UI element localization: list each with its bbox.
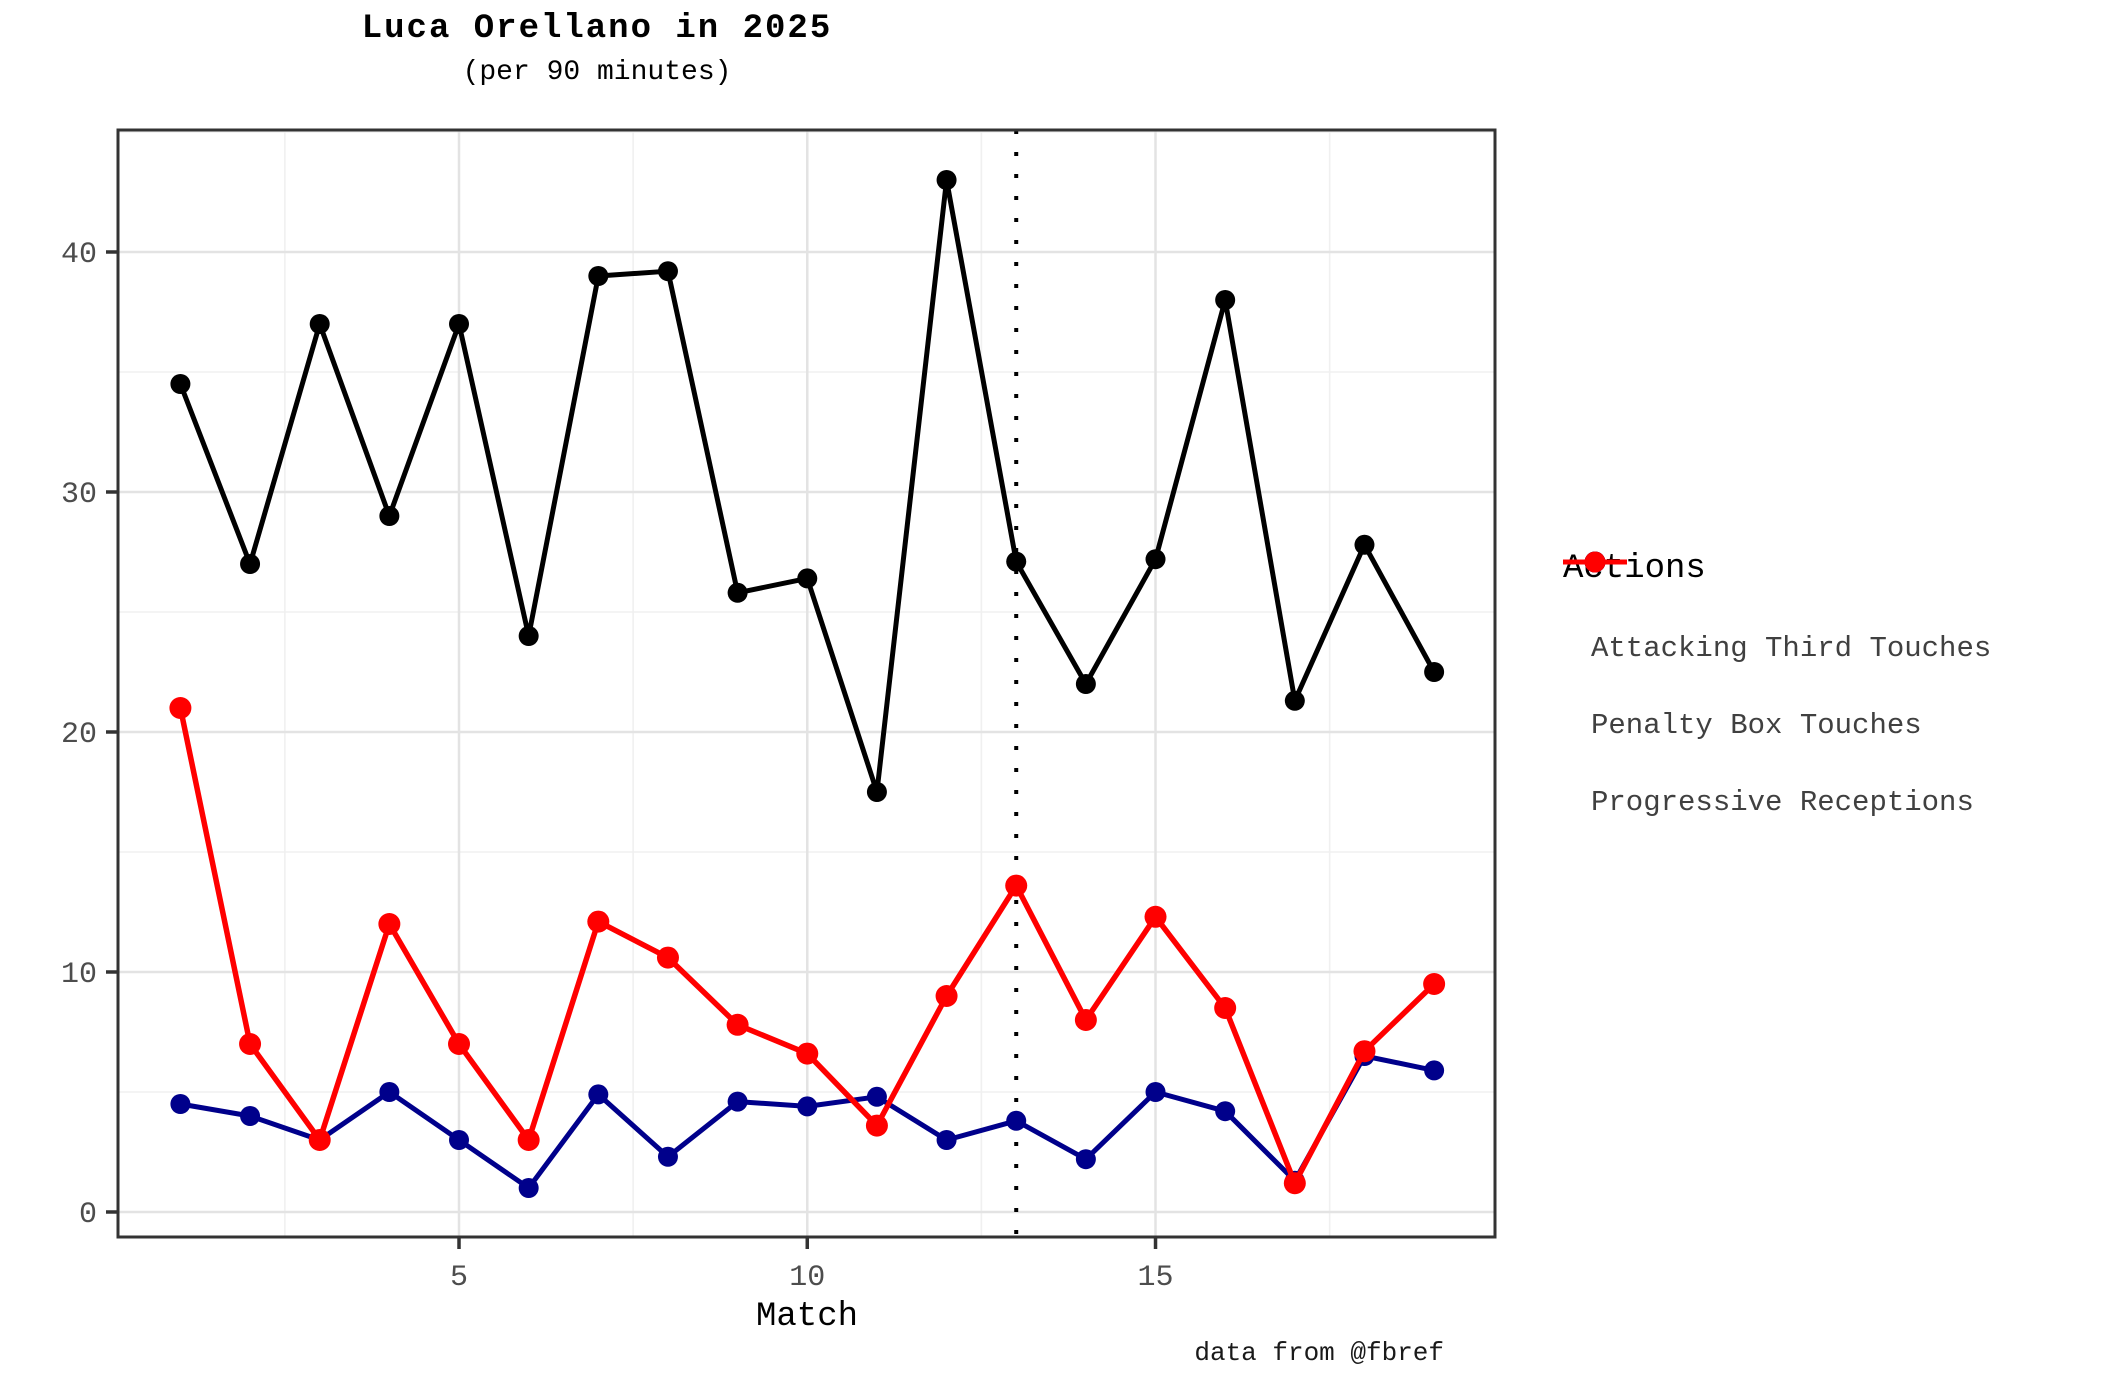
data-point-attacking-third-touches (518, 625, 539, 646)
legend-item: Progressive Receptions (1563, 551, 1991, 819)
data-point-progressive-receptions (1005, 874, 1028, 897)
data-point-penalty-box-touches (866, 1086, 887, 1107)
x-axis-title: Match (755, 1298, 859, 1336)
legend: Actions Attacking Third Touches Penalty … (1563, 550, 1991, 819)
data-point-progressive-receptions (1353, 1040, 1376, 1063)
data-point-attacking-third-touches (727, 582, 748, 603)
data-point-penalty-box-touches (518, 1177, 539, 1198)
data-point-penalty-box-touches (1424, 1060, 1445, 1081)
data-point-penalty-box-touches (240, 1105, 261, 1126)
data-point-progressive-receptions (726, 1013, 749, 1036)
data-point-attacking-third-touches (657, 261, 678, 282)
data-point-attacking-third-touches (1075, 673, 1096, 694)
data-point-progressive-receptions (865, 1114, 888, 1137)
data-point-penalty-box-touches (449, 1129, 470, 1150)
data-point-penalty-box-touches (1006, 1110, 1027, 1131)
y-axis-tick-label: 20 (61, 718, 97, 752)
data-point-attacking-third-touches (449, 313, 470, 334)
data-point-penalty-box-touches (1075, 1149, 1096, 1170)
data-point-progressive-receptions (448, 1032, 471, 1055)
data-point-progressive-receptions (239, 1032, 262, 1055)
y-axis-tick-label: 30 (61, 478, 97, 512)
data-point-attacking-third-touches (1284, 690, 1305, 711)
data-point-progressive-receptions (656, 946, 679, 969)
legend-item: Attacking Third Touches (1563, 551, 1992, 665)
chart-title: Luca Orellano in 2025 (361, 10, 833, 48)
legend-item-label: Attacking Third Touches (1591, 631, 1992, 665)
data-point-progressive-receptions (1283, 1172, 1306, 1195)
x-axis-tick-label: 10 (789, 1261, 825, 1295)
data-point-attacking-third-touches (309, 313, 330, 334)
data-point-progressive-receptions (587, 910, 610, 933)
data-point-attacking-third-touches (936, 169, 957, 190)
data-point-penalty-box-touches (657, 1146, 678, 1167)
data-point-progressive-receptions (796, 1042, 819, 1065)
y-axis-tick-label: 40 (61, 238, 97, 272)
data-point-progressive-receptions (1423, 972, 1446, 995)
data-point-attacking-third-touches (170, 373, 191, 394)
data-point-attacking-third-touches (1145, 549, 1166, 570)
data-point-attacking-third-touches (588, 265, 609, 286)
legend-item-label: Progressive Receptions (1591, 785, 1974, 819)
data-point-progressive-receptions (169, 696, 192, 719)
data-point-penalty-box-touches (1215, 1101, 1236, 1122)
data-point-attacking-third-touches (1354, 534, 1375, 555)
data-point-attacking-third-touches (379, 505, 400, 526)
y-axis-tick-label: 0 (79, 1198, 97, 1232)
data-point-progressive-receptions (1074, 1008, 1097, 1031)
legend-item-label: Penalty Box Touches (1591, 708, 1922, 742)
data-point-attacking-third-touches (1006, 551, 1027, 572)
data-point-progressive-receptions (517, 1128, 540, 1151)
chart-subtitle: (per 90 minutes) (462, 57, 732, 88)
data-point-progressive-receptions (378, 912, 401, 935)
data-point-penalty-box-touches (727, 1091, 748, 1112)
data-point-attacking-third-touches (866, 781, 887, 802)
data-point-progressive-receptions (1214, 996, 1237, 1019)
data-point-penalty-box-touches (1145, 1081, 1166, 1102)
data-point-progressive-receptions (935, 984, 958, 1007)
legend-item: Penalty Box Touches (1563, 551, 1991, 742)
data-point-attacking-third-touches (1215, 289, 1236, 310)
data-point-progressive-receptions (308, 1128, 331, 1151)
y-axis-tick-label: 10 (61, 958, 97, 992)
data-point-penalty-box-touches (936, 1129, 957, 1150)
data-point-penalty-box-touches (379, 1081, 400, 1102)
legend-key-line-dot-icon (1563, 551, 1627, 573)
data-point-attacking-third-touches (797, 568, 818, 589)
data-point-attacking-third-touches (240, 553, 261, 574)
data-point-attacking-third-touches (1424, 661, 1445, 682)
x-axis-tick-label: 5 (450, 1261, 468, 1295)
data-point-penalty-box-touches (797, 1096, 818, 1117)
data-point-penalty-box-touches (170, 1093, 191, 1114)
x-axis-tick-label: 15 (1138, 1261, 1174, 1295)
data-point-penalty-box-touches (588, 1084, 609, 1105)
chart-caption: data from @fbref (1194, 1338, 1444, 1368)
legend-title: Actions (1563, 550, 1706, 588)
data-point-progressive-receptions (1144, 905, 1167, 928)
